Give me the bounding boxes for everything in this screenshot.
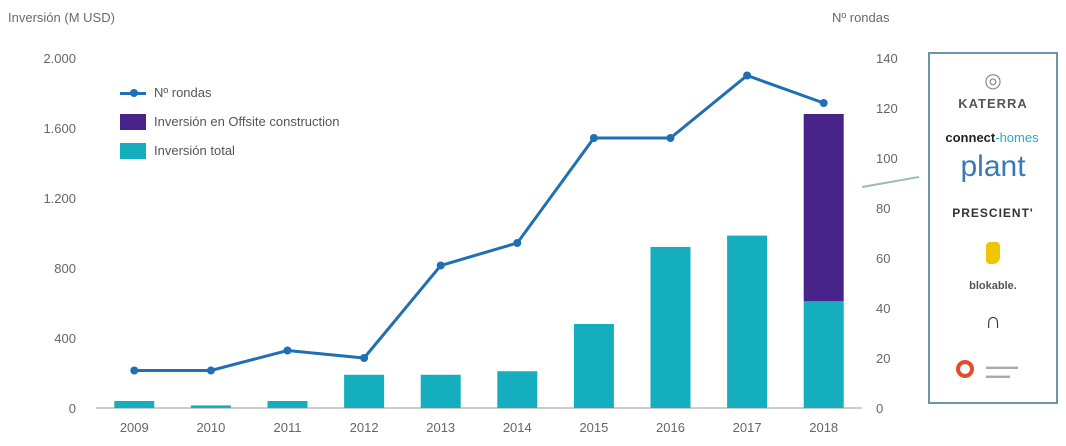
right-tick-label: 20 — [876, 351, 890, 366]
legend-swatch-offsite — [120, 113, 146, 130]
legend-item-rondas: Nº rondas — [120, 78, 339, 107]
left-tick-label: 2.000 — [43, 51, 76, 66]
blokable-logo: blokable. — [969, 280, 1017, 292]
connect-homes-logo: connect-homes — [922, 130, 1062, 145]
bar-total — [497, 371, 538, 408]
point-rondas — [589, 134, 598, 142]
point-rondas — [743, 71, 752, 80]
legend-item-total: Inversión total — [120, 136, 339, 165]
x-tick-label: 2018 — [809, 420, 838, 435]
bar-offsite — [803, 114, 844, 302]
left-tick-label: 400 — [54, 331, 76, 346]
connect-homes-logo-part1: connect — [945, 130, 996, 145]
x-tick-label: 2010 — [196, 420, 225, 435]
bar-total — [344, 374, 385, 408]
line-rondas — [134, 73, 825, 372]
point-rondas — [360, 354, 369, 362]
bar-total — [190, 405, 231, 408]
katerra-logo: KATERRA — [958, 96, 1028, 111]
left-tick-label: 1.200 — [43, 191, 76, 206]
left-tick-label: 0 — [69, 401, 76, 416]
point-rondas — [130, 366, 139, 375]
right-tick-label: 100 — [876, 151, 898, 166]
point-rondas — [283, 346, 292, 355]
right-axis-title: Nº rondas — [832, 10, 890, 25]
x-tick-label: 2009 — [120, 420, 149, 435]
legend-item-offsite: Inversión en Offsite construction — [120, 107, 339, 136]
right-tick-label: 0 — [876, 401, 883, 416]
legend-label-total: Inversión total — [154, 143, 235, 158]
x-tick-label: 2013 — [426, 420, 455, 435]
x-tick-label: 2011 — [274, 420, 302, 435]
point-rondas — [436, 261, 445, 270]
right-tick-label: 60 — [876, 251, 890, 266]
left-tick-label: 1.600 — [43, 121, 76, 136]
point-rondas — [666, 134, 675, 142]
right-tick-label: 140 — [876, 51, 898, 66]
x-tick-label: 2012 — [350, 420, 379, 435]
connect-homes-logo-part2: -homes — [995, 130, 1039, 145]
bar-total — [420, 374, 461, 408]
blokable-logo-icon — [986, 242, 1000, 264]
right-tick-label: 40 — [876, 301, 890, 316]
left-tick-label: 800 — [54, 261, 76, 276]
katerra-logo-icon: ◎ — [984, 70, 1002, 92]
bar-total — [727, 235, 768, 408]
bar-total — [803, 301, 844, 408]
legend-label-rondas: Nº rondas — [154, 85, 212, 100]
x-tick-label: 2016 — [656, 420, 685, 435]
prescient-logo: PRESCIENT' — [952, 206, 1034, 220]
company-logos-panel: ◎ KATERRA connect-homes plant PRESCIENT'… — [928, 52, 1058, 404]
right-tick-label: 80 — [876, 201, 890, 216]
bar-total — [267, 401, 308, 408]
right-tick-label: 120 — [876, 101, 898, 116]
arch-logo-icon: ∩ — [985, 308, 1001, 333]
point-rondas — [513, 239, 522, 247]
legend: Nº rondas Inversión en Offsite construct… — [120, 78, 339, 165]
legend-swatch-total — [120, 142, 146, 159]
ring-logo-icon — [956, 360, 974, 378]
x-tick-label: 2017 — [733, 420, 762, 435]
ring-logo-wordmark: ▬▬▬▬ ▬▬▬ — [986, 362, 1018, 380]
bar-total — [114, 401, 155, 408]
left-axis-title: Inversión (M USD) — [8, 10, 115, 25]
point-rondas — [819, 99, 828, 107]
point-rondas — [206, 366, 215, 375]
plant-logo: plant — [960, 150, 1026, 183]
legend-label-offsite: Inversión en Offsite construction — [154, 114, 340, 129]
legend-line-marker — [120, 85, 146, 101]
bar-total — [650, 247, 691, 408]
x-tick-label: 2015 — [579, 420, 608, 435]
x-tick-label: 2014 — [503, 420, 532, 435]
bar-total — [573, 324, 614, 408]
